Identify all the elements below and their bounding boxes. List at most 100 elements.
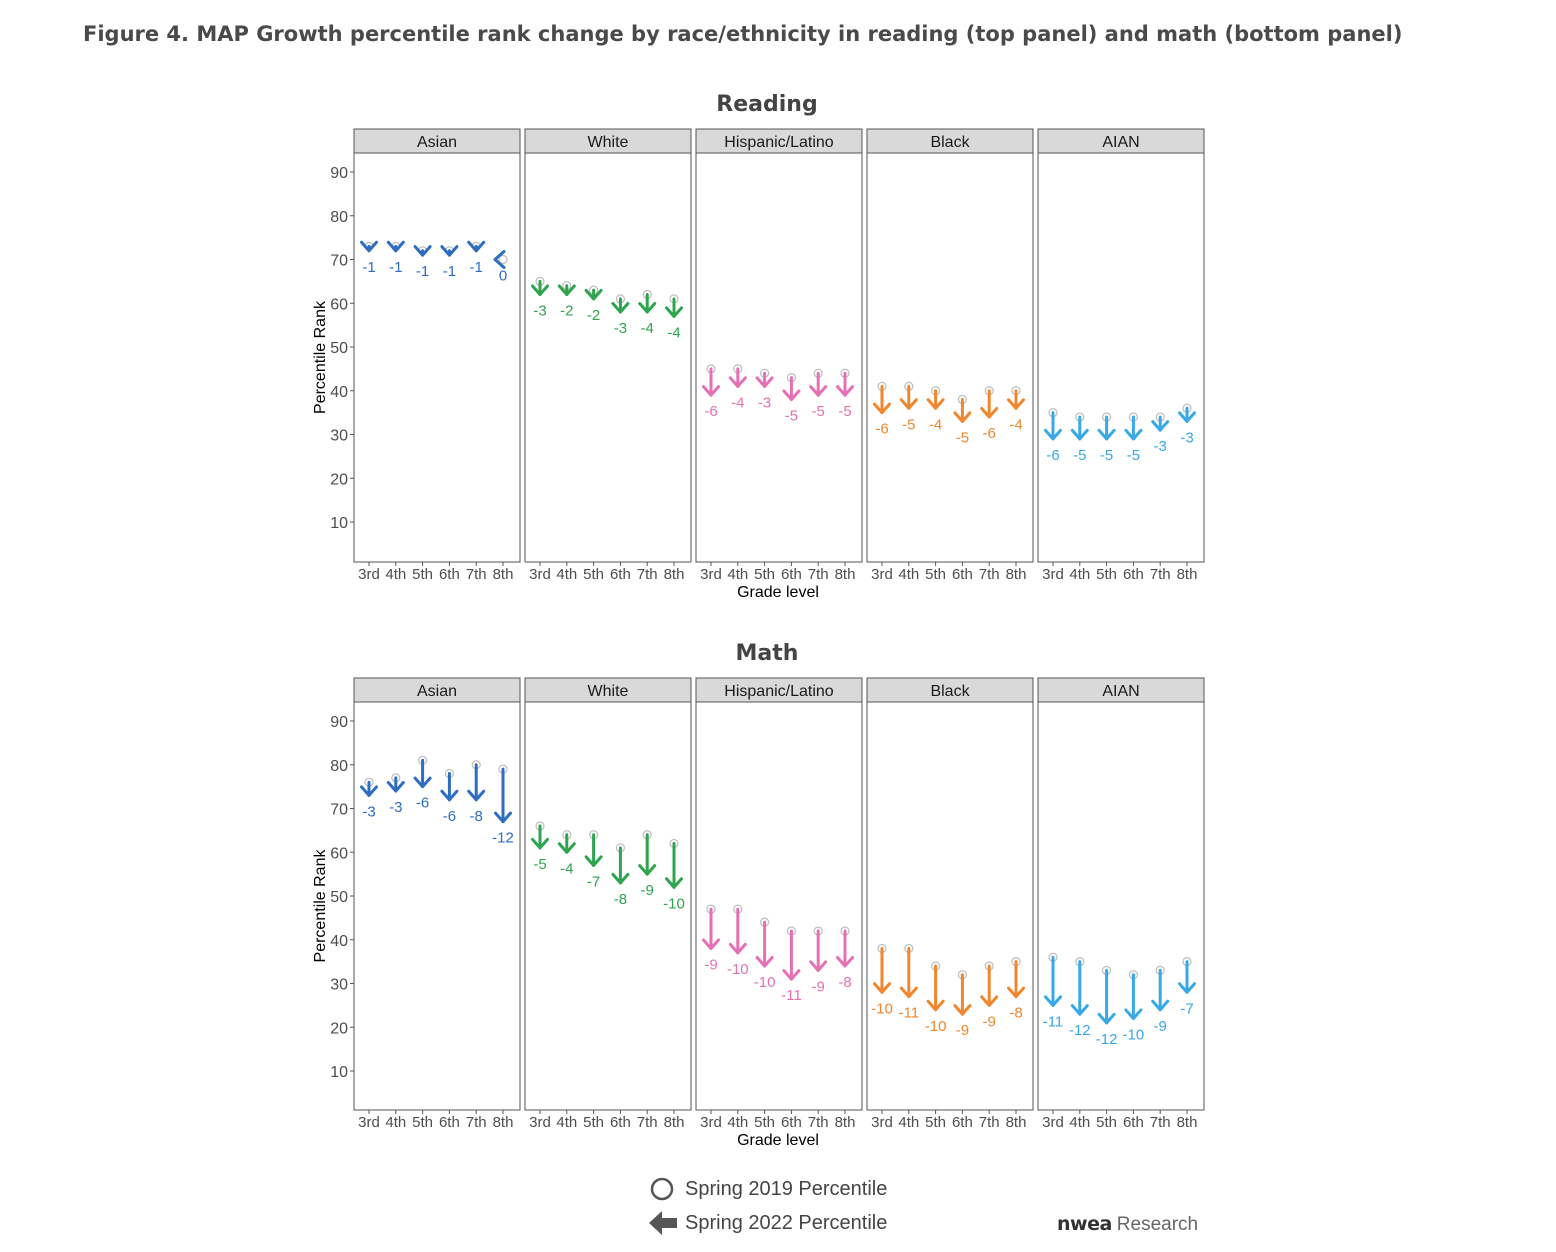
spring2022-arrowhead [611,302,630,314]
spring2022-arrowhead [980,995,999,1007]
change-label: -5 [785,408,798,425]
x-tick-label: 6th [952,1114,973,1131]
spring2022-arrowhead [1178,411,1196,423]
x-tick-label: 6th [610,1114,631,1131]
change-label: 0 [499,268,507,285]
change-label: -5 [533,856,546,873]
change-label: -5 [838,403,851,420]
spring2022-arrowhead [953,411,972,423]
spring2022-arrowhead [899,986,918,999]
change-label: -12 [1069,1022,1091,1039]
x-tick-label: 7th [466,1114,487,1131]
spring2022-arrowhead [413,245,432,257]
spring2022-arrowhead [728,942,747,955]
change-label: -5 [902,416,915,433]
x-tick-label: 5th [925,1114,946,1131]
x-tick-label: 4th [898,566,919,583]
legend-circle-label: Spring 2019 Percentile [685,1178,888,1200]
facet-plot-area [524,152,692,563]
spring2022-arrowhead [755,956,774,968]
x-tick-label: 5th [754,566,775,583]
change-label: -3 [614,320,627,337]
facet-strip [695,128,863,154]
spring2022-arrowhead [413,776,432,789]
x-tick-label: 7th [979,1114,1000,1131]
facet-label: Hispanic/Latino [724,683,834,700]
y-tick-label: 50 [330,340,348,357]
x-tick-label: 6th [1123,1114,1144,1131]
change-label: -10 [925,1018,947,1035]
x-tick-label: 6th [1123,566,1144,583]
spring2022-arrowhead [782,389,801,401]
x-tick-label: 6th [610,566,631,583]
change-label: -3 [758,394,771,411]
y-tick-label: 70 [330,802,348,819]
spring2022-arrowhead [1070,1004,1089,1016]
change-label: -6 [416,795,429,812]
spring2022-arrowhead [1097,428,1116,441]
figure-title: Figure 4. MAP Growth percentile rank cha… [83,22,1403,46]
y-tick-label: 80 [330,758,348,775]
facet-black: Black 3rd 4th 5th 6th 7th 8th -6 -5 -4 -5 -6 -4 [866,128,1034,583]
spring2022-arrowhead [1007,986,1025,999]
facet-label: AIAN [1102,134,1139,151]
y-tick-label: 20 [330,471,348,488]
spring2022-arrowhead [360,785,378,797]
facet-plot-area [353,152,521,563]
spring2022-arrowhead [467,240,486,253]
spring2022-arrowhead [836,385,854,397]
facet-label: Asian [417,134,457,151]
change-label: -9 [641,882,654,899]
x-tick-label: 4th [727,1114,748,1131]
x-tick-label: 8th [1177,566,1198,583]
change-label: -10 [727,961,749,978]
legend-arrow-label: Spring 2022 Percentile [685,1212,888,1234]
facet-plot-area [1037,701,1205,1111]
legend-circle-icon [650,1177,674,1201]
y-tick-label: 60 [330,296,348,313]
x-tick-label: 5th [754,1114,775,1131]
x-tick-label: 7th [1150,566,1171,583]
change-label: -10 [1123,1027,1145,1044]
change-label: -8 [838,974,851,991]
spring2022-arrowhead [386,781,405,793]
y-tick-label: 90 [330,165,348,182]
change-label: -5 [1073,447,1086,464]
change-label: -2 [587,307,600,324]
facet-plot-area [524,701,692,1111]
spring2022-arrowhead [1070,428,1089,441]
x-tick-label: 7th [979,566,1000,583]
x-tick-label: 3rd [871,566,893,583]
x-tick-label: 4th [727,566,748,583]
y-tick-label: 20 [330,1020,348,1037]
facet-strip [524,128,692,154]
spring2022-arrowhead [1151,420,1170,432]
facet-strip [524,677,692,703]
change-label: -3 [533,303,546,320]
spring2019-point [498,254,508,265]
y-tick-label: 50 [330,889,348,906]
change-label: -3 [389,799,402,816]
x-tick-label: 3rd [358,1114,380,1131]
x-tick-label: 4th [1069,1114,1090,1131]
x-tick-label: 7th [1150,1114,1171,1131]
change-label: -9 [983,1013,996,1030]
facet-plot-area [866,701,1034,1111]
change-label: -1 [362,259,375,276]
facet-plot-area [866,152,1034,563]
spring2022-arrowhead [899,398,918,410]
facet-strip [1037,677,1205,703]
x-tick-label: 4th [1069,566,1090,583]
y-tick-label: 10 [330,1064,348,1081]
x-tick-label: 6th [781,566,802,583]
spring2022-arrowhead [584,288,603,301]
spring2022-arrowhead [360,240,378,253]
x-tick-label: 6th [781,1114,802,1131]
change-label: -12 [1096,1031,1118,1048]
brand-name: nwea [1057,1213,1112,1235]
x-tick-label: 3rd [1042,566,1064,583]
x-tick-label: 7th [637,1114,658,1131]
facet-plot-area [353,701,521,1111]
spring2022-arrowhead [1151,999,1170,1012]
